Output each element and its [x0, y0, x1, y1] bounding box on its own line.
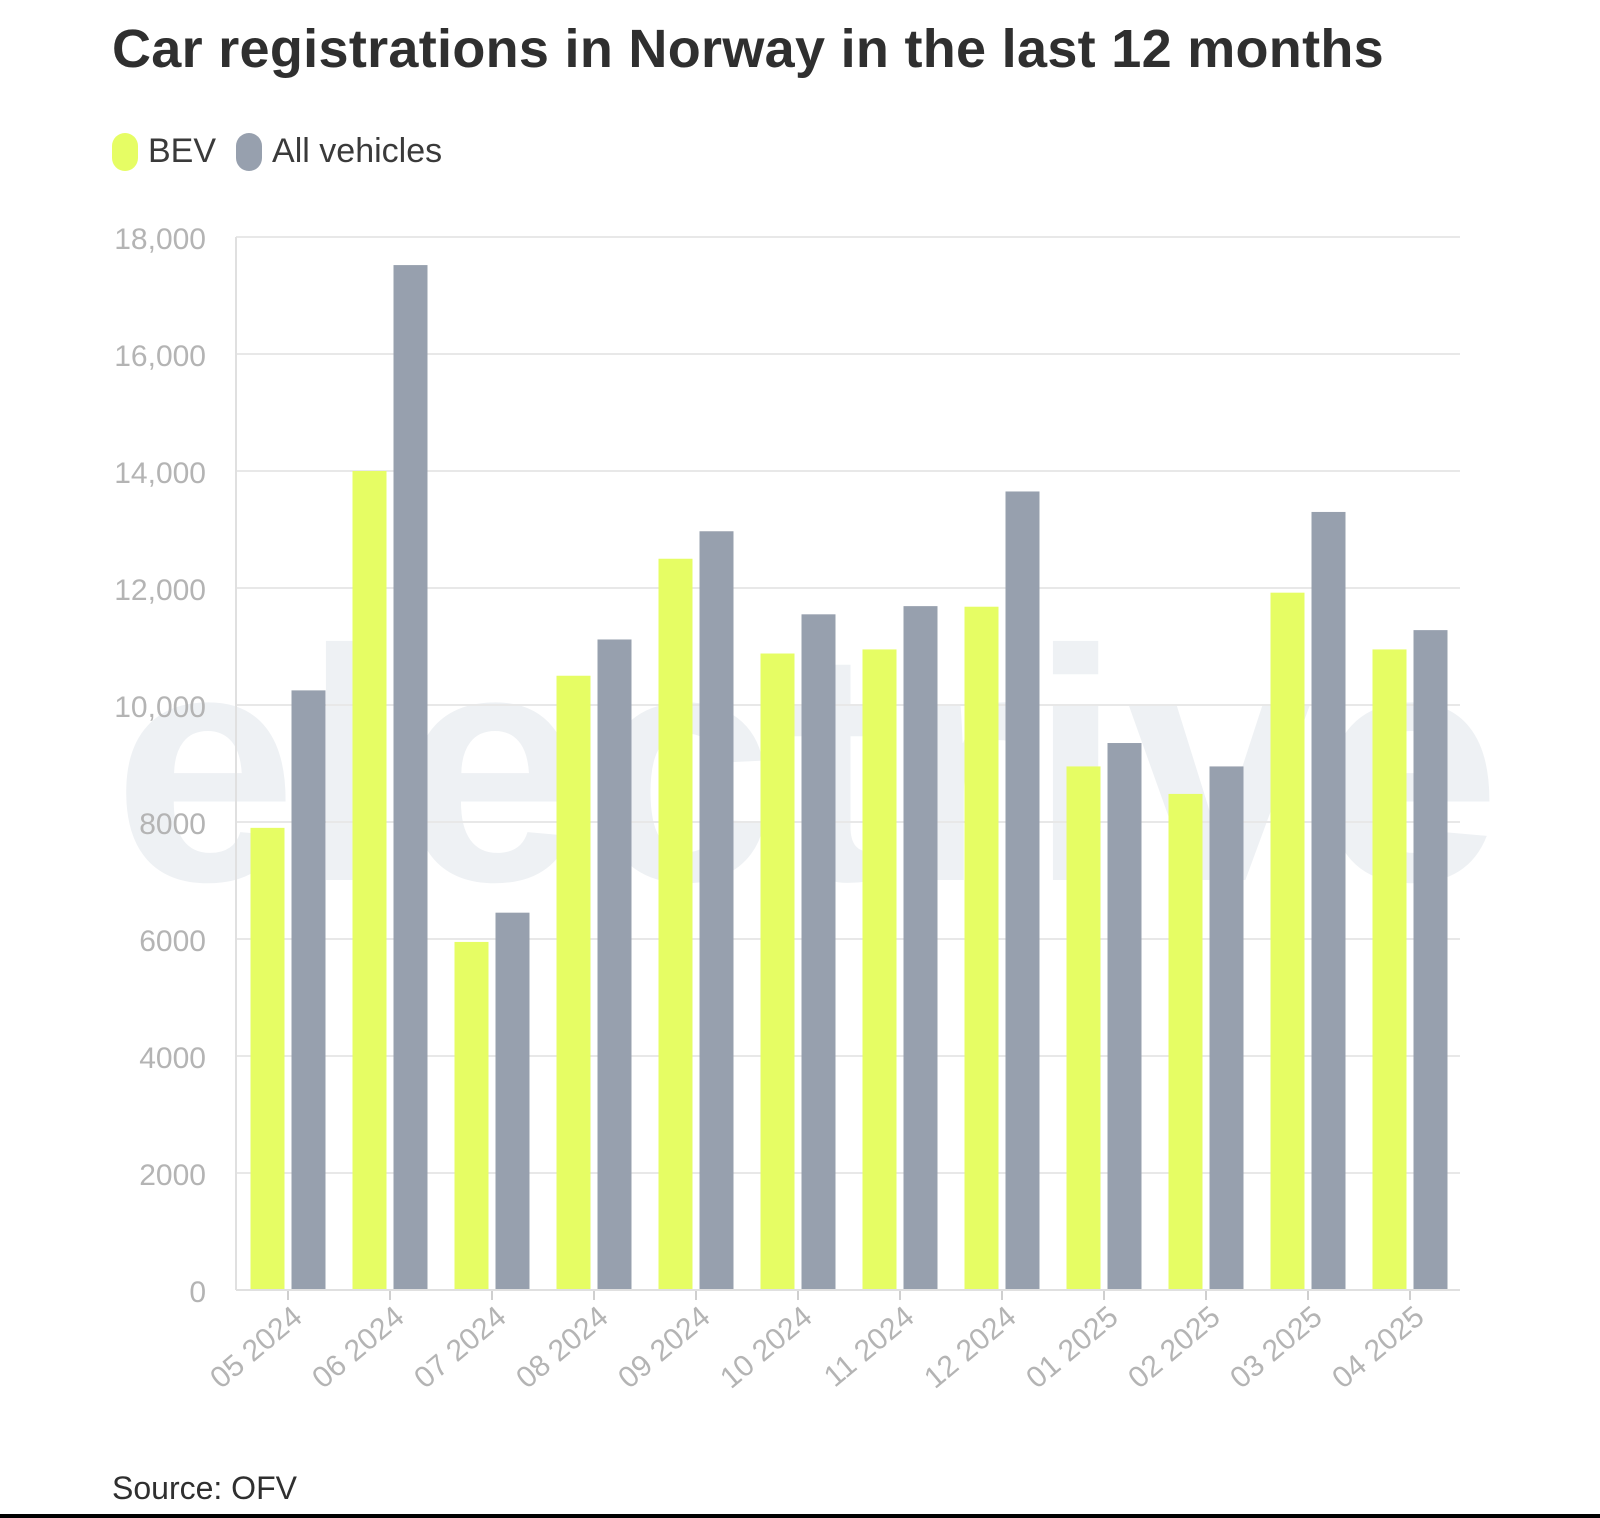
legend-label-all-vehicles: All vehicles: [272, 132, 443, 170]
bar-all-vehicles-09-2024: [699, 531, 734, 1290]
bar-all-vehicles-05-2024: [291, 690, 326, 1290]
source-note: Source: OFV: [112, 1470, 297, 1506]
bar-bev-11-2024: [862, 649, 897, 1290]
y-tick-label: 2000: [139, 1159, 206, 1192]
bar-bev-10-2024: [760, 653, 795, 1290]
y-tick-label: 16,000: [114, 340, 206, 373]
bar-all-vehicles-07-2024: [495, 912, 530, 1290]
bar-bev-08-2024: [556, 675, 591, 1290]
bar-all-vehicles-08-2024: [597, 639, 632, 1290]
x-tick-label: 11 2024: [818, 1300, 921, 1394]
x-tick-label: 06 2024: [306, 1300, 410, 1395]
legend: BEV All vehicles: [112, 132, 462, 171]
y-tick-label: 10,000: [114, 691, 206, 724]
x-tick-label: 05 2024: [204, 1300, 308, 1395]
bar-all-vehicles-02-2025: [1209, 766, 1244, 1290]
bar-all-vehicles-11-2024: [903, 606, 938, 1290]
x-tick-label: 08 2024: [510, 1300, 614, 1395]
chart-title: Car registrations in Norway in the last …: [112, 19, 1384, 79]
bar-bev-01-2025: [1066, 766, 1101, 1290]
x-tick-label: 07 2024: [408, 1300, 512, 1395]
bar-bev-03-2025: [1270, 592, 1305, 1290]
bar-bev-05-2024: [250, 827, 285, 1290]
bar-bev-04-2025: [1372, 649, 1407, 1290]
y-tick-label: 14,000: [114, 457, 206, 490]
legend-label-bev: BEV: [148, 132, 217, 170]
y-tick-label: 4000: [139, 1042, 206, 1075]
bar-all-vehicles-10-2024: [801, 614, 836, 1290]
x-tick-label: 01 2025: [1020, 1300, 1124, 1395]
bottom-divider: [0, 1514, 1600, 1518]
y-tick-label: 18,000: [114, 223, 206, 256]
x-tick-label: 02 2025: [1122, 1300, 1226, 1395]
x-tick-label: 09 2024: [612, 1300, 716, 1395]
bar-chart: electrive0200040006000800010,00012,00014…: [113, 223, 1500, 1395]
bar-all-vehicles-12-2024: [1005, 491, 1040, 1291]
legend-item-all-vehicles[interactable]: All vehicles: [236, 132, 442, 171]
bar-all-vehicles-06-2024: [393, 265, 428, 1291]
bar-bev-09-2024: [658, 558, 693, 1290]
bar-all-vehicles-04-2025: [1413, 630, 1448, 1290]
x-tick-label: 10 2024: [714, 1300, 818, 1395]
bar-bev-07-2024: [454, 941, 489, 1290]
x-tick-label: 04 2025: [1326, 1300, 1430, 1395]
y-tick-label: 6000: [139, 925, 206, 958]
legend-swatch-all-vehicles: [236, 132, 263, 171]
x-tick-label: 03 2025: [1224, 1300, 1328, 1395]
y-tick-label: 8000: [139, 808, 206, 841]
x-tick-label: 12 2024: [918, 1300, 1022, 1395]
bar-bev-02-2025: [1168, 793, 1203, 1290]
bar-all-vehicles-03-2025: [1311, 511, 1346, 1290]
y-tick-label: 0: [189, 1276, 206, 1309]
legend-item-bev[interactable]: BEV: [112, 132, 216, 171]
y-tick-label: 12,000: [114, 574, 206, 607]
bar-all-vehicles-01-2025: [1107, 743, 1142, 1290]
bar-bev-06-2024: [352, 471, 387, 1290]
bar-bev-12-2024: [964, 606, 999, 1290]
legend-swatch-bev: [112, 132, 138, 171]
